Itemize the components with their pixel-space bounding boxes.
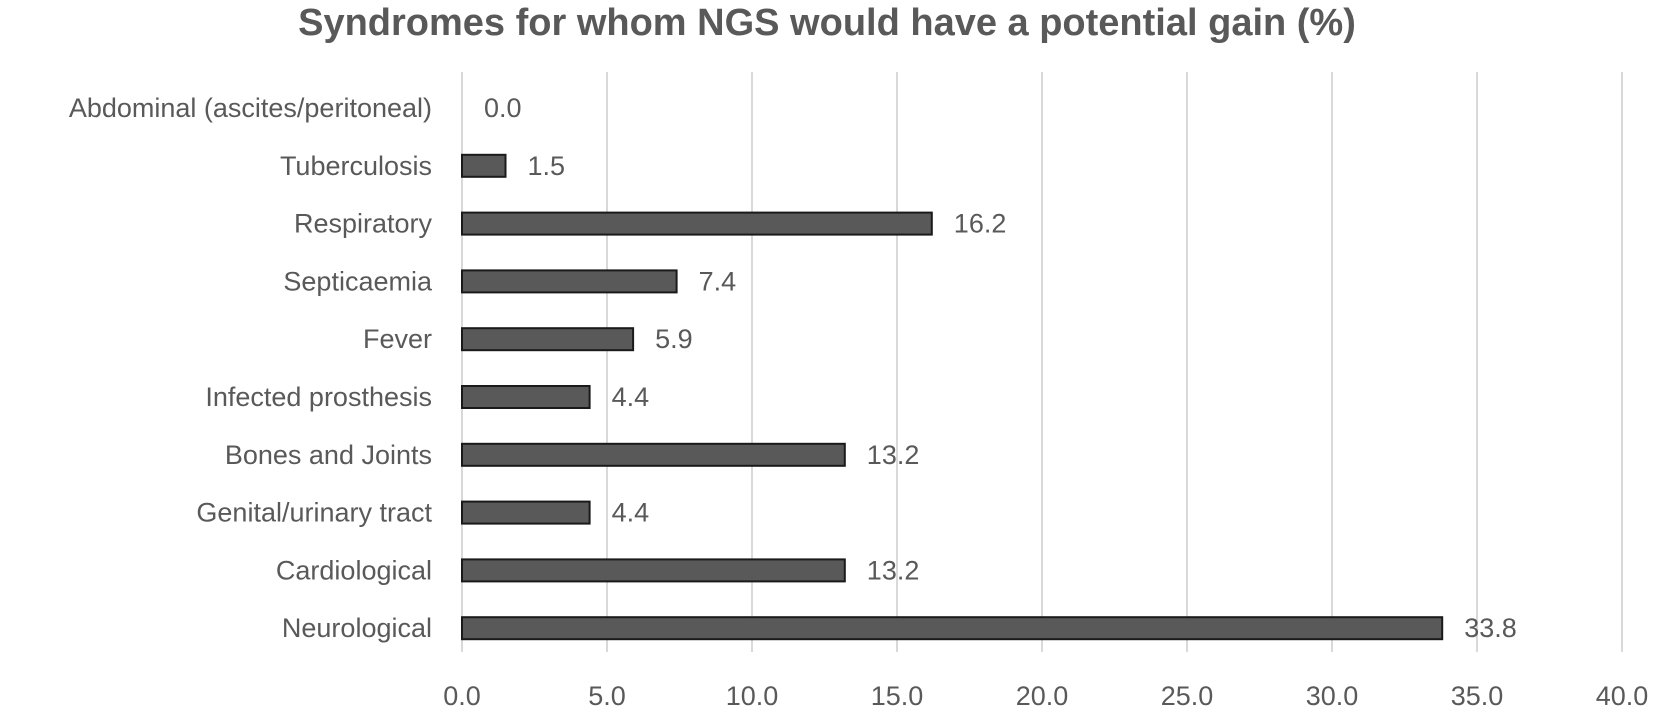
x-tick-label: 15.0 [871, 681, 924, 711]
category-label: Neurological [282, 613, 432, 643]
category-label: Bones and Joints [225, 440, 432, 470]
bar [461, 500, 591, 525]
data-label: 16.2 [954, 209, 1007, 239]
x-tick-label: 5.0 [588, 681, 626, 711]
category-label: Septicaemia [283, 266, 433, 296]
category-label: Respiratory [294, 209, 433, 239]
category-label: Fever [363, 324, 432, 354]
data-label: 0.0 [484, 93, 522, 123]
x-tick-label: 30.0 [1306, 681, 1359, 711]
bar [461, 385, 591, 409]
bar [461, 211, 933, 236]
bar [461, 442, 846, 467]
x-tick-label: 0.0 [443, 681, 481, 711]
data-label: 13.2 [867, 555, 920, 585]
category-label: Cardiological [276, 555, 432, 585]
data-label: 13.2 [867, 440, 920, 470]
bar [461, 153, 507, 178]
bar [461, 616, 1444, 641]
x-tick-label: 25.0 [1161, 681, 1214, 711]
category-label: Abdominal (ascites/peritoneal) [69, 93, 432, 123]
category-label: Genital/urinary tract [196, 498, 432, 528]
bar [461, 269, 678, 294]
data-label: 5.9 [655, 324, 693, 354]
data-label: 7.4 [699, 266, 737, 296]
x-tick-label: 20.0 [1016, 681, 1069, 711]
x-tick-label: 35.0 [1451, 681, 1504, 711]
x-tick-label: 40.0 [1596, 681, 1649, 711]
data-label: 1.5 [528, 151, 566, 181]
data-label: 4.4 [612, 498, 650, 528]
data-label: 33.8 [1464, 613, 1517, 643]
data-label: 4.4 [612, 382, 650, 412]
x-tick-label: 10.0 [726, 681, 779, 711]
category-label: Tuberculosis [280, 151, 432, 181]
chart-title: Syndromes for whom NGS would have a pote… [298, 2, 1356, 44]
bar [461, 558, 846, 583]
bar [461, 327, 635, 352]
category-label: Infected prosthesis [205, 382, 432, 412]
